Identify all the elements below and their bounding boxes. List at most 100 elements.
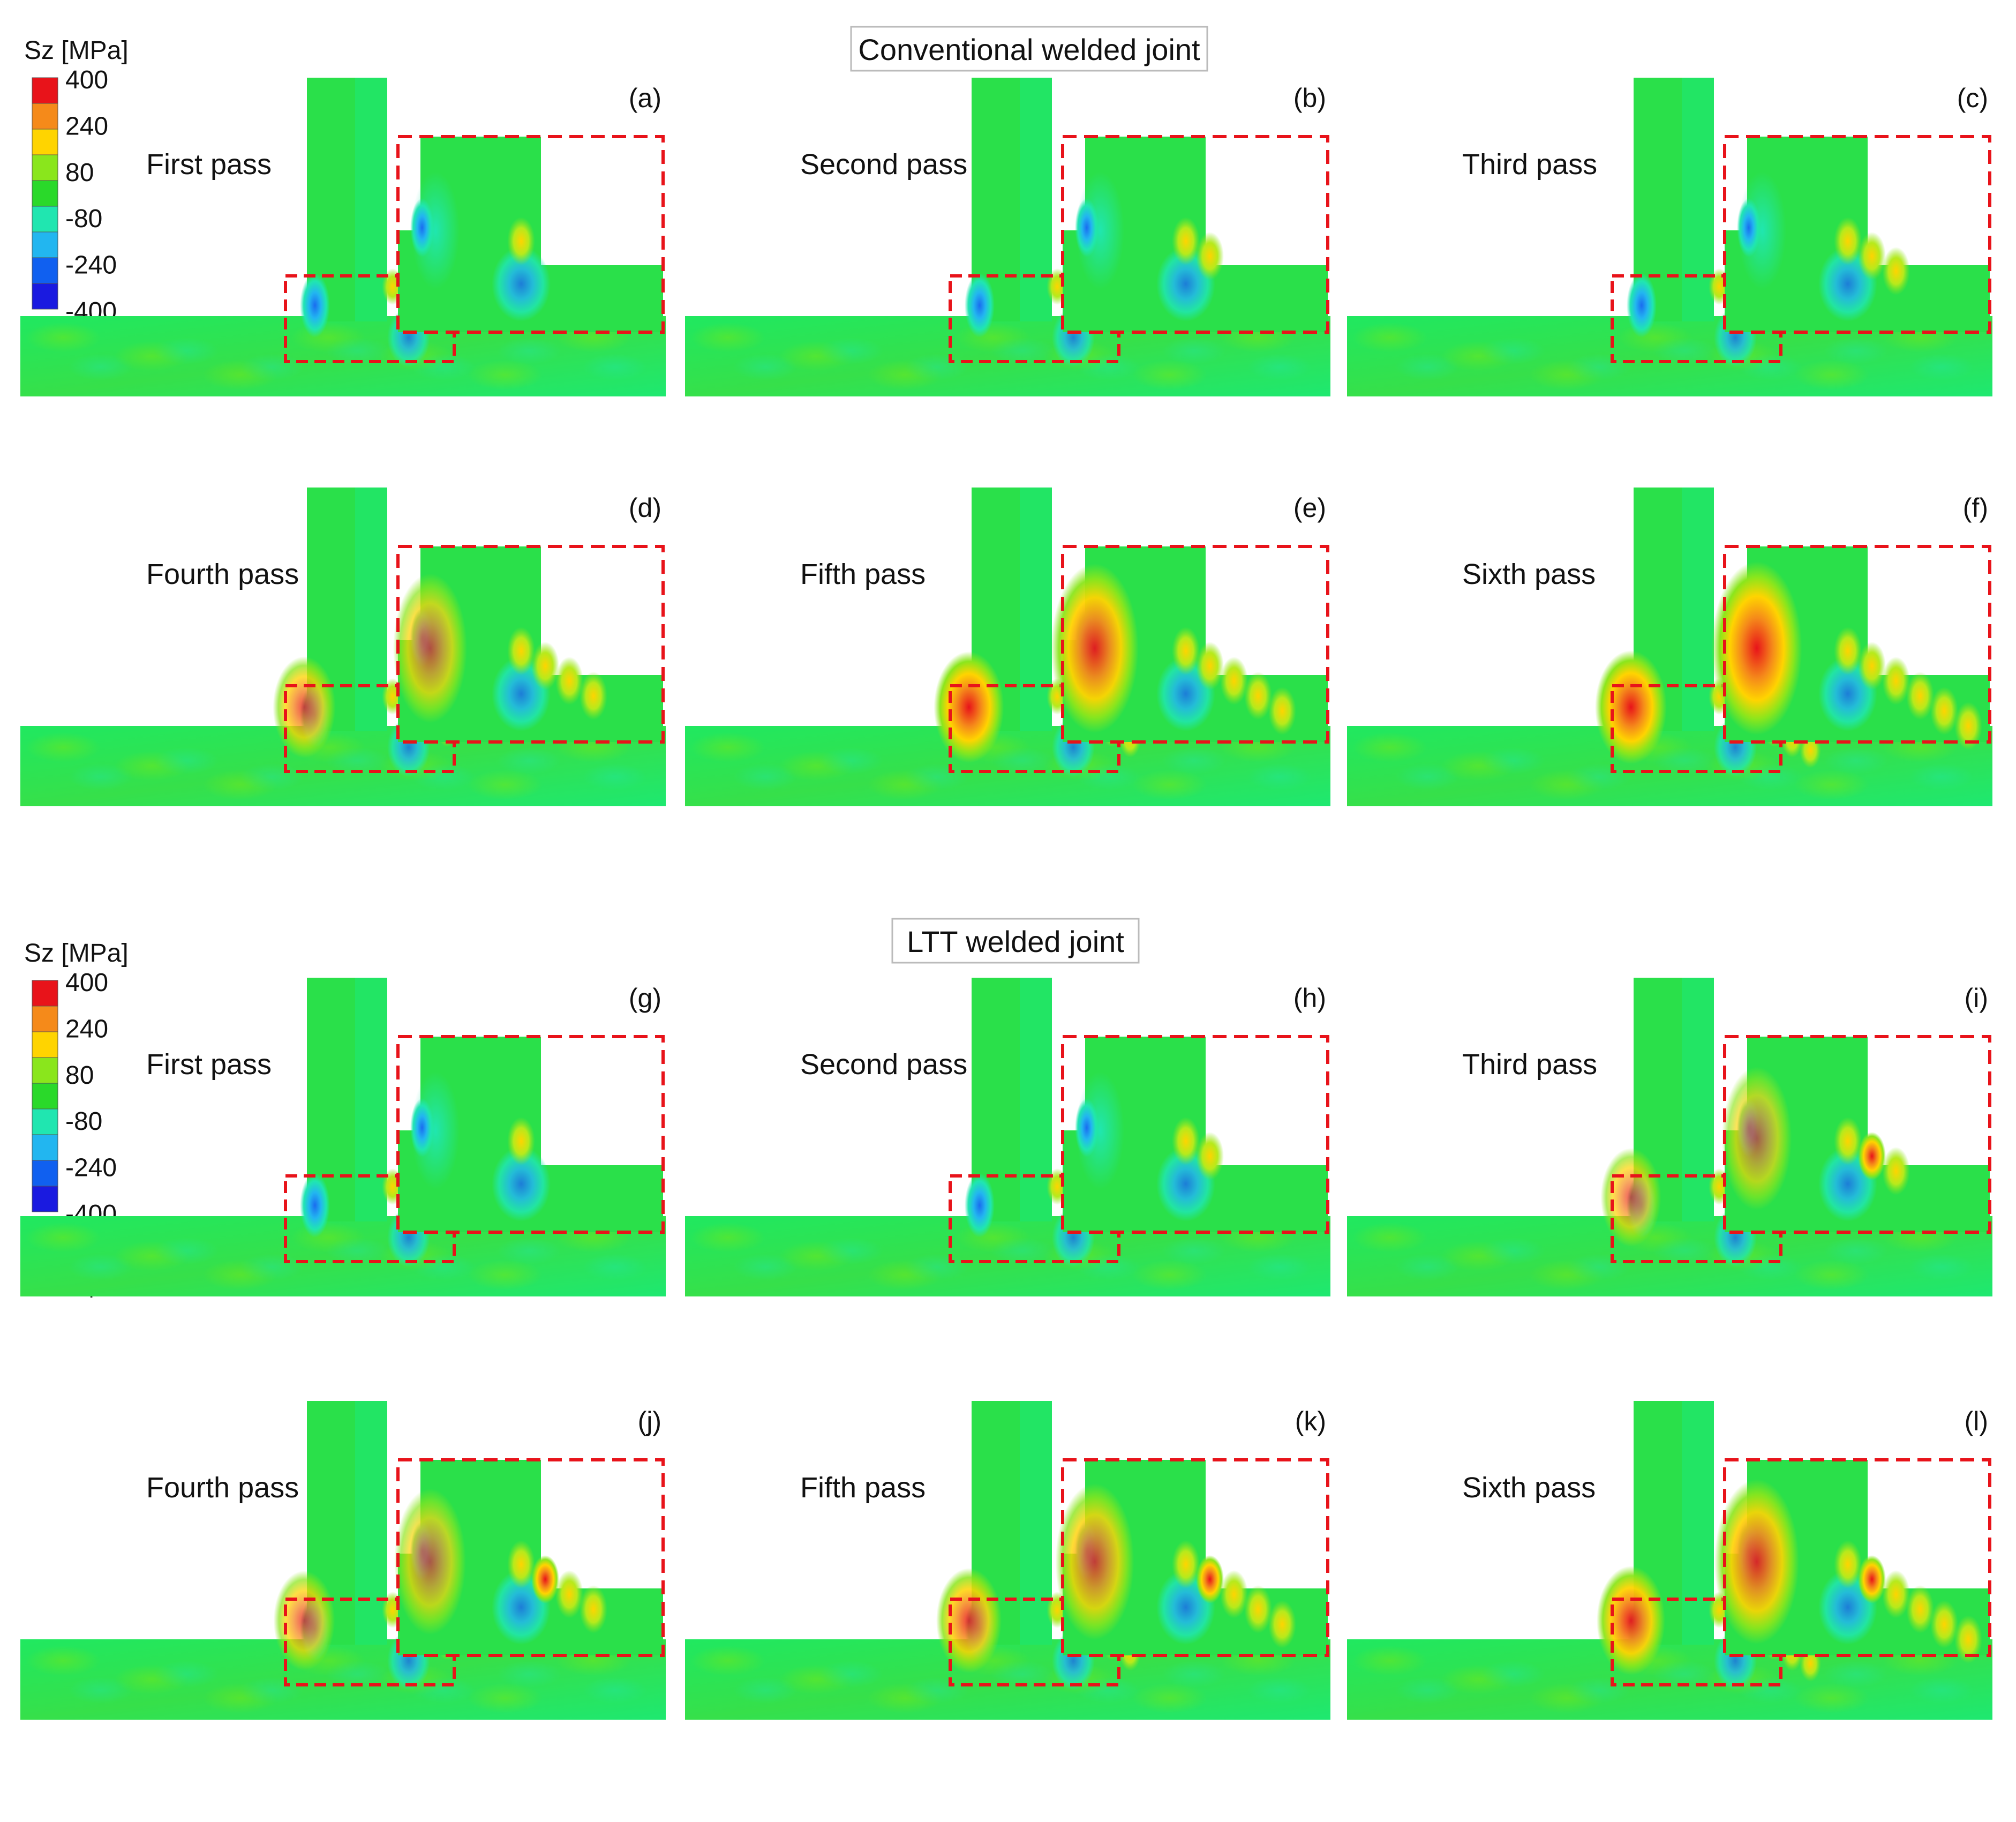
legend-swatch bbox=[32, 206, 58, 233]
inset-weld-bead bbox=[1930, 687, 1958, 735]
base-mottle bbox=[990, 1238, 1055, 1264]
zoom-inset-frame bbox=[1723, 135, 1991, 334]
legend-swatch bbox=[32, 1134, 58, 1161]
inset-root-tensile bbox=[1721, 1067, 1792, 1210]
base-mottle bbox=[497, 1238, 561, 1264]
base-mottle bbox=[1352, 732, 1427, 762]
inset-weld-bead bbox=[580, 1585, 607, 1633]
inset-weld-bead bbox=[1834, 1540, 1862, 1588]
panel-a: (a) First pass bbox=[20, 78, 666, 396]
inset-root-compression bbox=[1075, 1098, 1099, 1157]
panel-c: (c) Third pass bbox=[1347, 78, 1992, 396]
base-mottle bbox=[690, 1223, 765, 1253]
zoom-inset-frame bbox=[396, 545, 665, 744]
inset-root-tensile bbox=[1055, 1483, 1134, 1640]
base-mottle bbox=[819, 747, 883, 774]
base-mottle bbox=[1247, 354, 1312, 380]
base-mottle bbox=[468, 1683, 543, 1713]
inset-weld-bead bbox=[1172, 627, 1200, 675]
web-plate-shade bbox=[355, 978, 387, 1221]
inset-root-compression bbox=[1075, 198, 1099, 257]
panel-f: (f) Sixth pass bbox=[1347, 488, 1992, 806]
inset-weld-bead bbox=[1882, 1147, 1910, 1195]
legend-label: Sz [MPa] bbox=[24, 939, 129, 968]
legend-swatch bbox=[32, 980, 58, 1007]
base-mottle bbox=[1794, 360, 1869, 390]
inset-weld-bead bbox=[1172, 1117, 1200, 1165]
inset-weld-bead bbox=[555, 657, 583, 705]
pass-label: First pass bbox=[146, 148, 272, 181]
inset-root-tensile bbox=[1714, 1479, 1799, 1644]
base-mottle bbox=[1132, 1683, 1207, 1713]
base-mottle bbox=[326, 747, 390, 774]
inset-weld-bead bbox=[1220, 1570, 1248, 1618]
zoom-inset bbox=[1721, 1035, 1991, 1234]
inset-weld-bead bbox=[1196, 1132, 1224, 1180]
base-mottle bbox=[690, 732, 765, 762]
inset-weld-bead bbox=[1858, 232, 1886, 280]
legend-label: Sz [MPa] bbox=[24, 36, 129, 65]
legend-tick: 240 bbox=[65, 112, 108, 140]
root-compression-zone bbox=[300, 1173, 330, 1238]
web-plate-shade bbox=[1020, 78, 1052, 321]
legend-swatch bbox=[32, 1160, 58, 1187]
inset-weld-bead bbox=[1954, 702, 1982, 750]
base-mottle bbox=[1162, 338, 1226, 364]
panel-letter: (i) bbox=[1965, 983, 1988, 1013]
base-mottle bbox=[905, 1254, 969, 1280]
panel-letter: (b) bbox=[1293, 83, 1326, 113]
legend-swatch bbox=[32, 1031, 58, 1058]
pass-label: Second pass bbox=[800, 1048, 967, 1081]
base-mottle bbox=[326, 1238, 390, 1264]
inset-root-tensile bbox=[1051, 564, 1139, 733]
root-tensile-zone bbox=[934, 651, 1004, 763]
section-title: LTT welded joint bbox=[907, 925, 1124, 958]
base-mottle bbox=[1824, 1238, 1888, 1264]
panel-l: (l) Sixth pass bbox=[1347, 1401, 1992, 1720]
inset-weld-bead bbox=[1834, 1117, 1862, 1165]
inset-weld-bead bbox=[1172, 1540, 1200, 1588]
base-mottle bbox=[819, 338, 883, 364]
base-mottle bbox=[1652, 338, 1717, 364]
base-mottle bbox=[26, 1646, 101, 1676]
base-mottle bbox=[26, 732, 101, 762]
inset-weld-bead bbox=[580, 672, 607, 720]
base-mottle bbox=[1824, 338, 1888, 364]
inset-haz-compression bbox=[492, 246, 551, 321]
base-mottle bbox=[154, 338, 219, 364]
legend-swatch bbox=[32, 1108, 58, 1135]
zoom-inset-frame bbox=[1061, 545, 1329, 744]
panel-letter: (d) bbox=[629, 493, 661, 523]
inset-weld-bead bbox=[555, 1570, 583, 1618]
zoom-inset-frame bbox=[1723, 1035, 1991, 1234]
base-mottle bbox=[468, 770, 543, 800]
base-mottle bbox=[1794, 1260, 1869, 1290]
base-mottle bbox=[1909, 763, 1974, 790]
panel-j: (j) Fourth pass bbox=[20, 1401, 666, 1720]
inset-root-compression bbox=[410, 1098, 434, 1157]
inset-weld-bead bbox=[531, 1555, 559, 1603]
panel-i: (i) Third pass bbox=[1347, 978, 1992, 1296]
inset-haz-compression bbox=[492, 1146, 551, 1221]
base-mottle bbox=[240, 763, 304, 790]
zoom-inset bbox=[396, 1035, 665, 1234]
legend-swatch bbox=[32, 283, 58, 310]
base-mottle bbox=[1132, 360, 1207, 390]
base-mottle bbox=[583, 1677, 647, 1704]
inset-weld-bead bbox=[1268, 1600, 1296, 1648]
root-compression-zone bbox=[1627, 273, 1657, 338]
root-tensile-zone bbox=[1600, 1148, 1661, 1247]
panel-letter: (j) bbox=[638, 1406, 661, 1436]
base-mottle bbox=[819, 1238, 883, 1264]
root-tensile-zone bbox=[936, 1568, 1002, 1673]
legend-swatch bbox=[32, 1186, 58, 1212]
zoom-inset bbox=[1055, 1458, 1329, 1657]
pass-label: Sixth pass bbox=[1462, 1472, 1596, 1504]
panel-letter: (e) bbox=[1293, 493, 1326, 523]
legend-tick: 80 bbox=[65, 159, 94, 187]
base-mottle bbox=[1567, 354, 1631, 380]
legend-tick: -80 bbox=[65, 1107, 102, 1136]
base-mottle bbox=[583, 354, 647, 380]
